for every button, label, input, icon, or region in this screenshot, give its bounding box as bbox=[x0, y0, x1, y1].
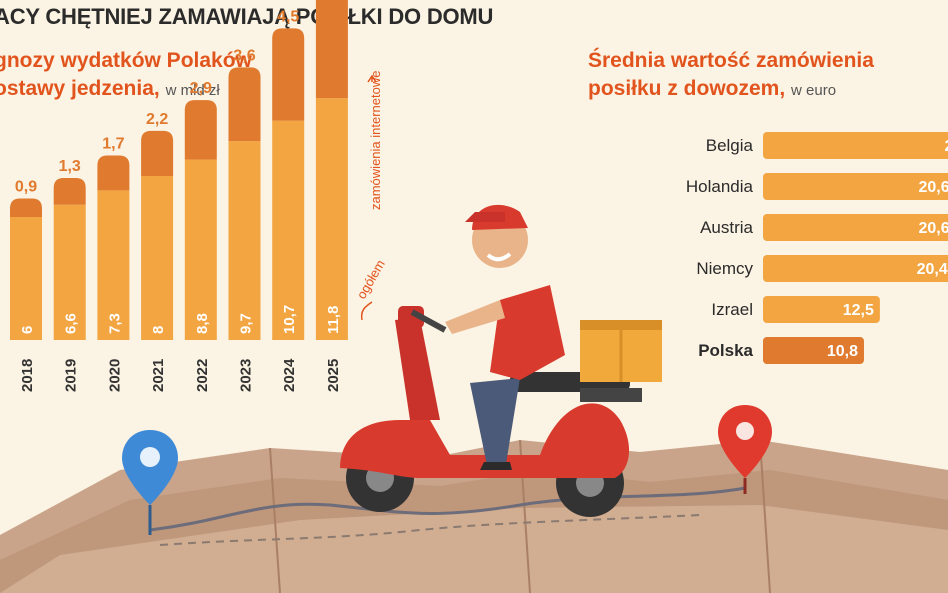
label-year-2022: 2022 bbox=[194, 359, 211, 392]
location-pin-red-icon bbox=[718, 405, 772, 494]
hbar-izrael bbox=[763, 296, 880, 323]
right-chart-title-line1: Średnia wartość zamówienia bbox=[588, 49, 874, 72]
location-pin-blue-icon bbox=[122, 430, 178, 535]
hbar-niemcy bbox=[763, 255, 948, 282]
label-year-2021: 2021 bbox=[150, 359, 167, 392]
label-year-2024: 2024 bbox=[281, 358, 298, 392]
bar-internet-2020 bbox=[97, 155, 130, 191]
bar-total-2020 bbox=[97, 190, 130, 340]
label-year-2019: 2019 bbox=[63, 359, 80, 392]
delivery-box-illustration bbox=[580, 320, 662, 382]
label-total-2019: 6,6 bbox=[63, 313, 80, 334]
label-total-2021: 8 bbox=[150, 326, 167, 334]
bar-internet-2021 bbox=[141, 130, 174, 176]
bar-total-2025 bbox=[315, 98, 348, 340]
bar-total-2024 bbox=[272, 120, 305, 341]
bar-internet-2019 bbox=[53, 178, 86, 205]
bar-total-2021 bbox=[141, 176, 174, 340]
hbar-label-holandia: Holandia bbox=[686, 177, 754, 196]
label-internet-2021: 2,2 bbox=[146, 111, 168, 128]
left-chart-unit: w mld zł bbox=[165, 82, 220, 99]
label-internet-2022: 2,9 bbox=[190, 80, 212, 97]
label-year-2023: 2023 bbox=[238, 359, 255, 392]
bar-internet-2018 bbox=[10, 198, 42, 217]
left-chart-title-line1: gnozy wydatków Polaków bbox=[0, 49, 252, 72]
bar-internet-2024 bbox=[272, 28, 305, 121]
left-chart-title-line2: ostawy jedzenia, bbox=[0, 77, 160, 100]
hbar-belgia bbox=[763, 132, 948, 159]
label-total-2025: 11,8 bbox=[325, 306, 342, 334]
hbar-value-holandia: 20,6 bbox=[918, 179, 948, 196]
left-chart-title: gnozy wydatków Polaków ostawy jedzenia, … bbox=[0, 47, 252, 105]
label-internet-2020: 1,7 bbox=[102, 136, 124, 153]
label-internet-2018: 0,9 bbox=[15, 179, 37, 196]
hbar-polska bbox=[763, 337, 864, 364]
bar-total-2023 bbox=[228, 141, 261, 340]
hbar-value-polska: 10,8 bbox=[827, 343, 858, 360]
label-total-2024: 10,7 bbox=[281, 305, 298, 334]
bar-internet-2023 bbox=[228, 67, 261, 142]
bar-total-2019 bbox=[53, 204, 86, 340]
bar-total-2018 bbox=[10, 217, 42, 340]
hbar-value-izrael: 12,5 bbox=[843, 302, 874, 319]
bar-internet-2022 bbox=[184, 100, 217, 160]
map-illustration bbox=[0, 439, 948, 593]
hbar-holandia bbox=[763, 173, 948, 200]
hbar-label-polska: Polska bbox=[698, 341, 753, 360]
legend-internet-arrow-icon bbox=[367, 74, 377, 83]
hbar-label-niemcy: Niemcy bbox=[696, 259, 753, 278]
headline: ACY CHĘTNIEJ ZAMAWIAJĄ POSIŁKI DO DOMU bbox=[0, 4, 494, 29]
bar-total-2022 bbox=[184, 159, 217, 340]
label-total-2018: 6 bbox=[19, 326, 36, 334]
legend-total-arrow-icon bbox=[360, 301, 373, 321]
hbar-value-belgia: 2 bbox=[944, 138, 948, 155]
label-year-2018: 2018 bbox=[19, 359, 36, 392]
label-total-2023: 9,7 bbox=[238, 313, 255, 334]
label-year-2025: 2025 bbox=[325, 359, 342, 392]
right-chart-title-line2: posiłku z dowozem, bbox=[588, 77, 786, 100]
label-internet-2023: 3,6 bbox=[233, 47, 255, 64]
label-internet-2024: 4,5 bbox=[277, 8, 299, 25]
label-internet-2019: 1,3 bbox=[59, 158, 81, 175]
label-total-2022: 8,8 bbox=[194, 313, 211, 334]
label-year-2020: 2020 bbox=[106, 359, 123, 392]
delivery-rider-illustration bbox=[445, 204, 565, 470]
right-chart-title: Średnia wartość zamówienia posiłku z dow… bbox=[588, 47, 874, 105]
hbar-value-austria: 20,6 bbox=[918, 220, 948, 237]
hbar-label-belgia: Belgia bbox=[706, 136, 754, 155]
bar-internet-2025 bbox=[315, 0, 348, 99]
label-total-2020: 7,3 bbox=[106, 313, 123, 334]
hbar-label-austria: Austria bbox=[700, 218, 753, 237]
hbar-value-niemcy: 20,4 bbox=[917, 261, 948, 278]
right-chart-unit: w euro bbox=[791, 82, 837, 99]
hbar-austria bbox=[763, 214, 948, 241]
hbar-label-izrael: Izrael bbox=[711, 300, 753, 319]
legend-internet-label: zamówienia internetowe bbox=[368, 71, 383, 210]
